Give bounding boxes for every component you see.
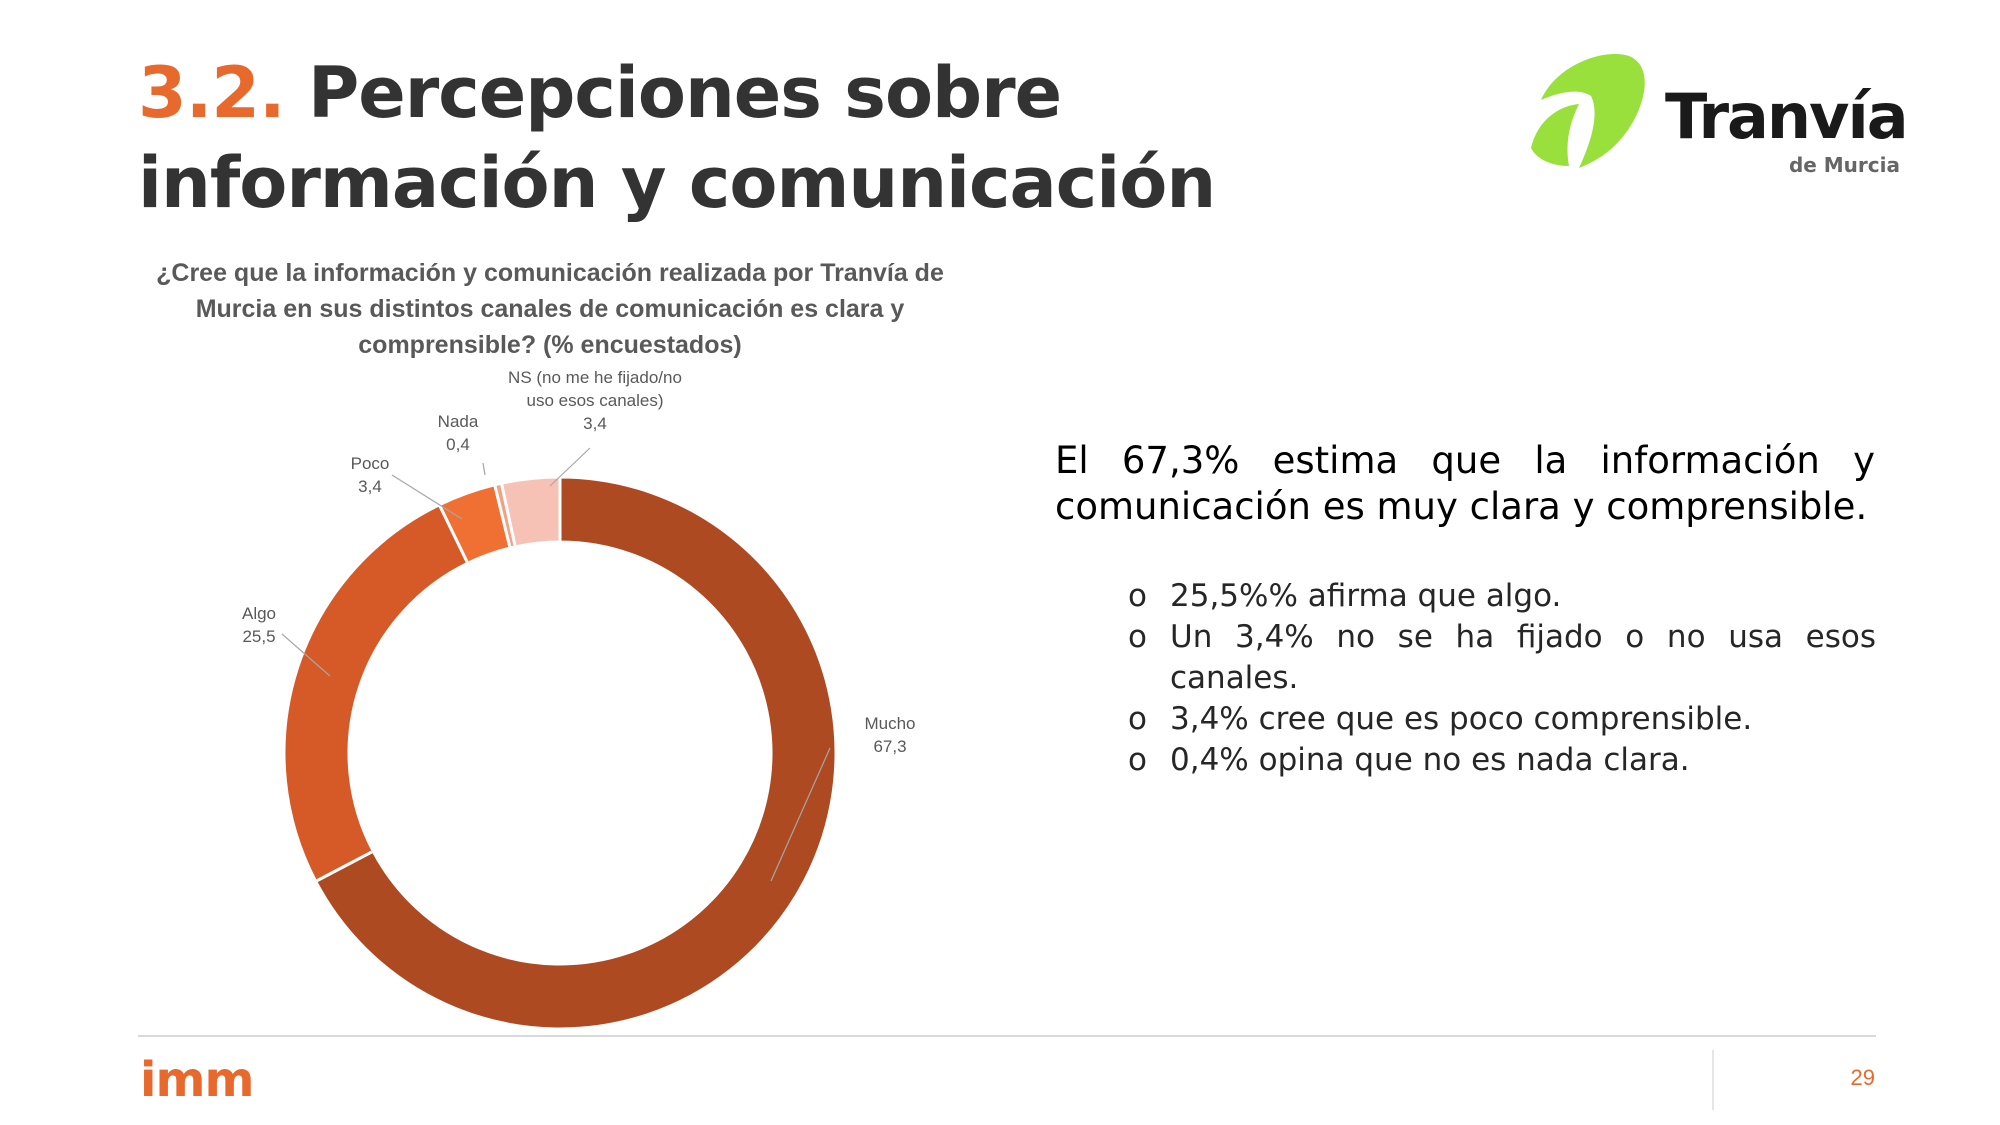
slice-category-label: uso esos canales): [526, 391, 663, 410]
tranvia-logo-mark: [1541, 53, 1645, 169]
leader-line: [482, 462, 486, 476]
slice-category-label: Mucho: [864, 714, 915, 733]
bullet-marker: o: [1128, 619, 1147, 655]
donut-slice-mucho: [313, 475, 838, 1030]
summary-text: El 67,3% estima que la información y com…: [1055, 439, 1875, 528]
bullet-item: o 25,5%% afirma que algo.: [1128, 576, 1876, 617]
footer-separator: [1712, 1050, 1714, 1110]
bullet-marker: o: [1128, 701, 1147, 737]
bullet-text: 0,4% opina que no es nada clara.: [1170, 742, 1690, 778]
section-number: 3.2.: [138, 52, 286, 134]
chart-leader-lines: [281, 447, 831, 882]
donut-slice-ns: [499, 475, 562, 549]
slice-value-label: 3,4: [583, 414, 607, 433]
chart-slices: [282, 475, 838, 1030]
slice-value-label: 3,4: [358, 477, 382, 496]
bullet-text: Un 3,4% no se ha fijado o no usa esos ca…: [1170, 619, 1876, 696]
tranvia-logo-subtitle: de Murcia: [1789, 153, 1900, 177]
bullet-item: o Un 3,4% no se ha fijado o no usa esos c…: [1128, 617, 1876, 699]
leader-line: [549, 447, 591, 487]
imm-logo: imm: [140, 1058, 254, 1103]
donut-slice-algo: [282, 502, 470, 884]
chart-data-labels: Mucho 67,3 Algo 25,5 Poco 3,4 Nada 0,4 NS (no me…: [242, 370, 916, 756]
slice-category-label: Nada: [438, 412, 479, 431]
donut-chart: Mucho 67,3 Algo 25,5 Poco 3,4 Nada 0,4 NS (no me…: [242, 370, 916, 1030]
tranvia-logo: Tranvía de Murcia: [1531, 53, 1905, 177]
chart-title: ¿Cree que la información y comunicación …: [156, 259, 944, 359]
leader-line: [770, 747, 831, 882]
slice-category-label: NS (no me he fijado/no: [508, 370, 682, 387]
slice-category-label: Poco: [351, 454, 390, 473]
slice-value-label: 0,4: [446, 435, 470, 454]
imm-logo-text: imm: [140, 1058, 253, 1103]
bullet-item: o 0,4% opina que no es nada clara.: [1128, 740, 1876, 781]
leader-line: [281, 633, 331, 677]
tranvia-logo-name: Tranvía: [1665, 80, 1905, 153]
bullet-text: 3,4% cree que es poco comprensible.: [1170, 701, 1753, 737]
summary-bullets: o 25,5%% afirma que algo. o Un 3,4% no se …: [1128, 576, 1876, 781]
tranvia-logo-swoosh: [1531, 104, 1579, 166]
section-title: Percepciones sobre información y comunic…: [138, 52, 1216, 224]
footer-divider: [138, 1035, 1876, 1037]
page-title: 3.2. Percepciones sobre información y co…: [138, 48, 1478, 228]
slice-value-label: 25,5: [242, 627, 275, 646]
bullet-marker: o: [1128, 742, 1147, 778]
page-number: 29: [1850, 1065, 1875, 1090]
bullet-text: 25,5%% afirma que algo.: [1170, 578, 1562, 614]
slice-category-label: Algo: [242, 604, 276, 623]
slice-value-label: 67,3: [873, 737, 906, 756]
leader-line: [391, 474, 463, 520]
bullet-marker: o: [1128, 578, 1147, 614]
bullet-item: o 3,4% cree que es poco comprensible.: [1128, 699, 1876, 740]
